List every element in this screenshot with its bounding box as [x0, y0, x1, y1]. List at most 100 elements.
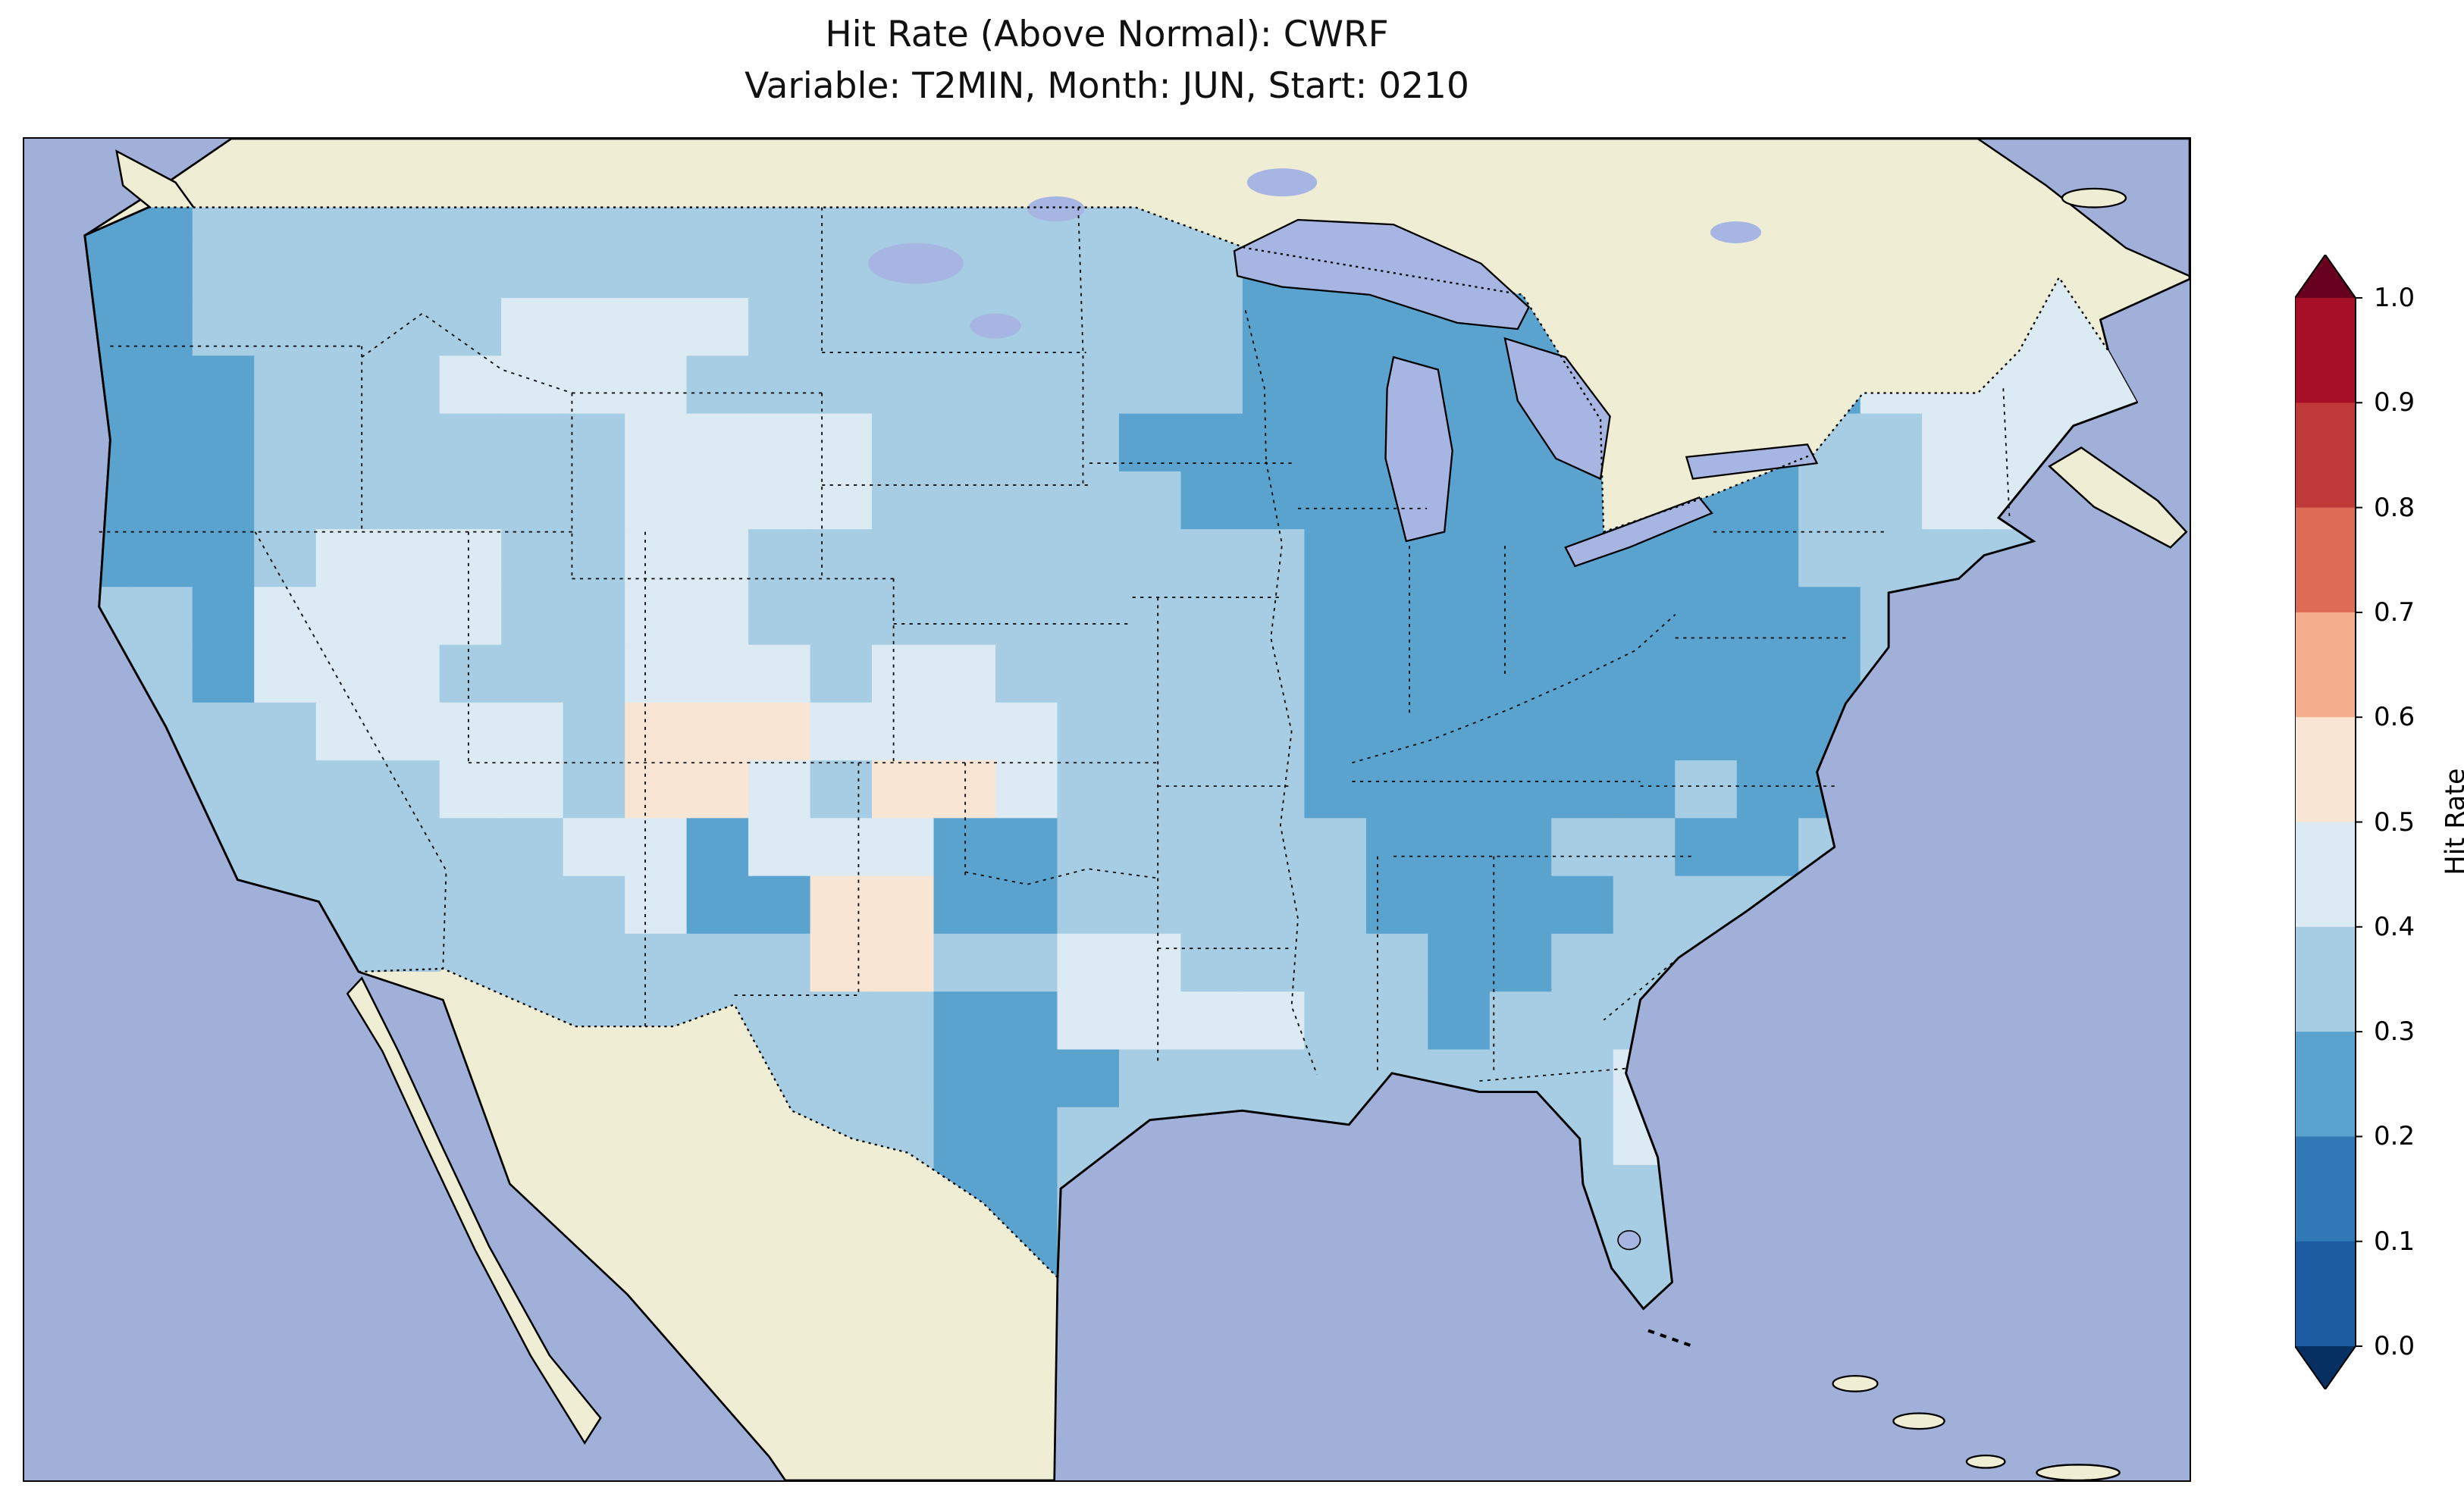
hit-rate-cell [1551, 933, 1615, 993]
hit-rate-cell [933, 207, 997, 242]
hit-rate-cell [810, 240, 873, 299]
hit-rate-cell [872, 355, 935, 415]
colorbar-tick-label: 0.9 [2374, 387, 2415, 418]
hit-rate-cell [1365, 875, 1429, 935]
hit-rate-cell [686, 240, 750, 299]
hit-rate-cell [1304, 760, 1368, 819]
hit-rate-cell [439, 818, 503, 878]
hit-rate-cell [563, 818, 626, 878]
hit-rate-cell [254, 471, 318, 531]
hit-rate-cell [378, 818, 441, 878]
hit-rate-cell [872, 702, 935, 762]
hit-rate-cell [501, 471, 565, 531]
hit-rate-cell [995, 818, 1058, 878]
hit-rate-cell [501, 587, 565, 647]
hit-rate-cell [872, 207, 935, 242]
hit-rate-cell [625, 875, 688, 935]
colorbar-tick-label: 0.3 [2374, 1016, 2415, 1048]
hit-rate-cell [686, 471, 750, 531]
hit-rate-cell [1304, 991, 1368, 1051]
hit-rate-cell [686, 818, 750, 878]
cuba-coast [2036, 1464, 2121, 1480]
hit-rate-cell [1304, 644, 1368, 704]
hit-rate-cell [1428, 587, 1491, 647]
hit-rate-cell [501, 644, 565, 704]
hit-rate-cell [748, 587, 812, 647]
hit-rate-cell [995, 991, 1058, 1051]
colorbar-segment [2295, 1032, 2356, 1137]
hit-rate-cell [563, 298, 626, 357]
hit-rate-cell [1613, 818, 1676, 878]
hit-rate-cell [748, 875, 812, 935]
hit-rate-cell [315, 413, 379, 473]
hit-rate-cell [315, 644, 379, 704]
hit-rate-cell [872, 1049, 935, 1109]
hit-rate-cell [933, 529, 997, 588]
hit-rate-cell [1736, 644, 1800, 704]
hit-rate-cell [1551, 991, 1615, 1051]
florida-keys [1647, 1329, 1694, 1348]
hit-rate-cell [1675, 702, 1738, 762]
hit-rate-cell [1118, 991, 1182, 1051]
hit-rate-cell [1118, 875, 1182, 935]
hit-rate-cell [192, 298, 255, 357]
hit-rate-cell [810, 644, 873, 704]
hit-rate-cell [1489, 587, 1553, 647]
hit-rate-cell [254, 355, 318, 415]
hit-rate-cell [563, 240, 626, 299]
hit-rate-cell [1428, 760, 1491, 819]
hit-rate-cell [1365, 991, 1429, 1051]
hit-rate-cell [378, 413, 441, 473]
colorbar-segment [2295, 822, 2356, 928]
hit-rate-cell [686, 933, 750, 993]
hit-rate-cell [1365, 818, 1429, 878]
hit-rate-cell [378, 587, 441, 647]
hit-rate-cell [439, 587, 503, 647]
hit-rate-cell [1675, 587, 1738, 647]
hit-rate-cell [1057, 1049, 1121, 1109]
hit-rate-cell [254, 413, 318, 473]
hit-rate-cell [1180, 702, 1244, 762]
colorbar-segment [2295, 1136, 2356, 1242]
hit-rate-cell [1057, 529, 1121, 588]
hit-rate-cell [254, 240, 318, 299]
hit-rate-cell [1242, 991, 1306, 1051]
hit-rate-cell [1057, 644, 1121, 704]
hit-rate-cell [1118, 818, 1182, 878]
colorbar-label: Hit Rate [2440, 768, 2464, 875]
hit-rate-cell [1551, 760, 1615, 819]
hit-rate-cell [748, 702, 812, 762]
hit-rate-cell [315, 702, 379, 762]
hit-rate-cell [439, 240, 503, 299]
hit-rate-cell [1365, 587, 1429, 647]
hit-rate-cell [995, 529, 1058, 588]
colorbar-tick-label: 0.6 [2374, 702, 2415, 733]
hit-rate-cell [1736, 760, 1800, 819]
hit-rate-cell [872, 413, 935, 473]
hit-rate-cell [933, 875, 997, 935]
hit-rate-cell [1551, 702, 1615, 762]
hit-rate-cell [192, 702, 255, 762]
hit-rate-cell [1736, 529, 1800, 588]
hit-rate-cell [1057, 991, 1121, 1051]
hit-rate-cell [1057, 702, 1121, 762]
hit-rate-cell [995, 702, 1058, 762]
hit-rate-cell [625, 240, 688, 299]
colorbar-segment [2295, 717, 2356, 822]
hit-rate-cell [1180, 471, 1244, 531]
hit-rate-cell [1798, 644, 1862, 704]
us-west-coastline [83, 206, 360, 973]
hit-rate-cell [1242, 1049, 1306, 1109]
hit-rate-cell [439, 413, 503, 473]
hit-rate-cell [748, 471, 812, 531]
hit-rate-cell [1180, 529, 1244, 588]
hit-rate-cell [810, 760, 873, 819]
hit-rate-cell [995, 1049, 1058, 1109]
hit-rate-cell [378, 760, 441, 819]
hit-rate-cell [872, 298, 935, 357]
hit-rate-cell [501, 355, 565, 415]
hit-rate-cell [748, 413, 812, 473]
hit-rate-cell [1551, 644, 1615, 704]
hit-rate-cell [995, 1164, 1058, 1224]
hit-rate-cell [933, 413, 997, 473]
